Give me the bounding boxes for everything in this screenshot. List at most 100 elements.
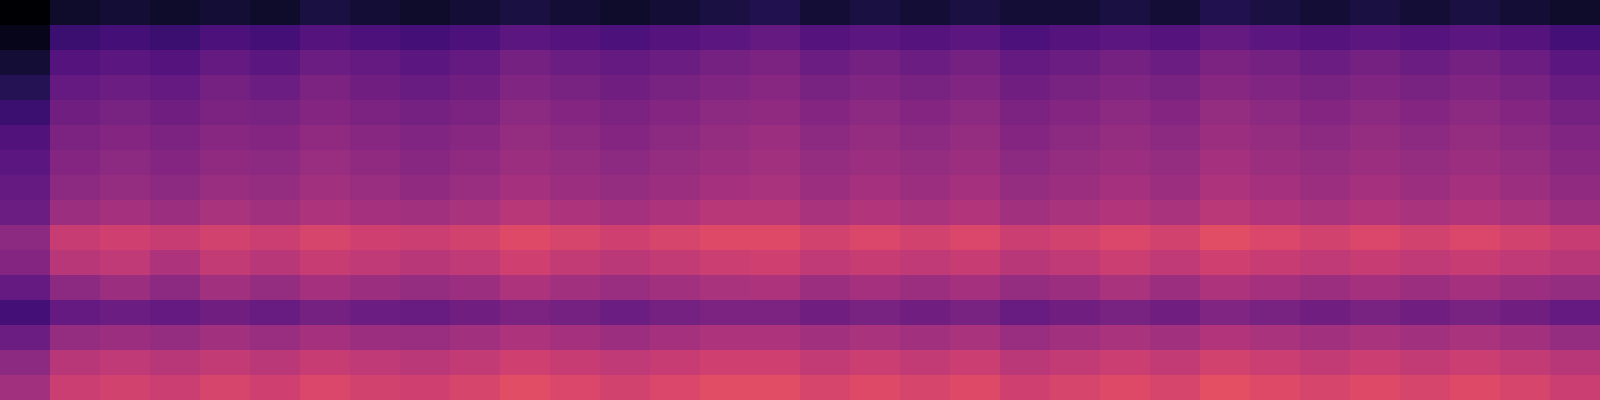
heatmap-cell [800, 200, 851, 226]
heatmap-cell [1100, 150, 1151, 176]
heatmap-cell [700, 175, 751, 201]
heatmap-cell [350, 225, 401, 251]
heatmap-cell [1400, 0, 1451, 26]
heatmap-cell [200, 100, 251, 126]
heatmap-cell [400, 275, 451, 301]
heatmap-cell [1500, 275, 1551, 301]
heatmap-cell [900, 25, 951, 51]
heatmap-cell [900, 375, 951, 400]
heatmap-cell [1250, 25, 1301, 51]
heatmap-cell [1300, 175, 1351, 201]
heatmap-cell [450, 200, 501, 226]
heatmap-cell [1150, 125, 1201, 151]
heatmap-cell [1300, 225, 1351, 251]
heatmap-cell [600, 25, 651, 51]
heatmap-cell [150, 325, 201, 351]
heatmap-cell [200, 375, 251, 400]
heatmap-cell [350, 325, 401, 351]
heatmap-cell [600, 375, 651, 400]
heatmap-cell [1350, 350, 1401, 376]
heatmap-cell [500, 125, 551, 151]
heatmap-cell [950, 250, 1001, 276]
heatmap-cell [250, 25, 301, 51]
heatmap-cell [0, 100, 51, 126]
heatmap-cell [1050, 325, 1101, 351]
heatmap-cell [1450, 375, 1501, 400]
heatmap-cell [750, 350, 801, 376]
heatmap-cell [250, 375, 301, 400]
heatmap-cell [1450, 0, 1501, 26]
heatmap-cell [250, 225, 301, 251]
heatmap-cell [950, 275, 1001, 301]
heatmap-cell [750, 75, 801, 101]
heatmap-cell [1150, 150, 1201, 176]
heatmap-cell [550, 150, 601, 176]
heatmap-cell [1150, 325, 1201, 351]
heatmap-cell [1300, 100, 1351, 126]
heatmap-cell [1450, 225, 1501, 251]
heatmap-cell [1400, 25, 1451, 51]
heatmap-cell [1150, 275, 1201, 301]
heatmap-cell [1100, 375, 1151, 400]
heatmap-cell [1300, 200, 1351, 226]
heatmap-cell [50, 200, 101, 226]
heatmap-cell [1100, 225, 1151, 251]
heatmap-cell [1300, 125, 1351, 151]
heatmap-cell [600, 275, 651, 301]
heatmap-cell [950, 225, 1001, 251]
heatmap-cell [900, 225, 951, 251]
heatmap-cell [500, 375, 551, 400]
heatmap-cell [1300, 350, 1351, 376]
heatmap-cell [1350, 275, 1401, 301]
heatmap-cell [100, 25, 151, 51]
heatmap-cell [1250, 50, 1301, 76]
heatmap-cell [300, 25, 351, 51]
heatmap-cell [950, 150, 1001, 176]
heatmap-cell [1550, 325, 1600, 351]
heatmap-cell [1400, 275, 1451, 301]
heatmap-cell [150, 50, 201, 76]
heatmap-cell [1200, 200, 1251, 226]
heatmap-cell [300, 300, 351, 326]
heatmap-cell [1400, 125, 1451, 151]
heatmap-cell [400, 50, 451, 76]
heatmap-cell [550, 125, 601, 151]
heatmap-cell [1100, 200, 1151, 226]
heatmap-cell [1100, 125, 1151, 151]
heatmap-cell [300, 50, 351, 76]
heatmap-cell [1050, 0, 1101, 26]
heatmap-cell [1050, 100, 1101, 126]
heatmap-cell [550, 25, 601, 51]
heatmap-cell [1200, 350, 1251, 376]
heatmap-cell [50, 150, 101, 176]
heatmap-cell [1050, 375, 1101, 400]
heatmap-cell [800, 275, 851, 301]
heatmap-cell [650, 200, 701, 226]
heatmap-cell [700, 100, 751, 126]
heatmap-cell [700, 50, 751, 76]
heatmap-cell [300, 250, 351, 276]
heatmap-cell [1550, 200, 1600, 226]
heatmap-cell [1050, 150, 1101, 176]
heatmap-cell [1450, 25, 1501, 51]
heatmap-cell [1250, 325, 1301, 351]
heatmap-cell [850, 125, 901, 151]
heatmap-cell [1550, 350, 1600, 376]
heatmap-cell [100, 200, 151, 226]
heatmap-cell [0, 25, 51, 51]
heatmap-cell [1500, 0, 1551, 26]
heatmap-cell [1150, 175, 1201, 201]
heatmap-cell [500, 350, 551, 376]
heatmap-cell [650, 350, 701, 376]
heatmap-cell [400, 150, 451, 176]
heatmap-cell [1000, 375, 1051, 400]
heatmap-cell [200, 200, 251, 226]
heatmap-cell [50, 100, 101, 126]
heatmap-cell [700, 350, 751, 376]
heatmap-cell [1000, 275, 1051, 301]
heatmap-cell [1500, 250, 1551, 276]
heatmap-cell [1550, 300, 1600, 326]
heatmap-cell [150, 225, 201, 251]
heatmap-cell [750, 250, 801, 276]
heatmap-cell [300, 150, 351, 176]
